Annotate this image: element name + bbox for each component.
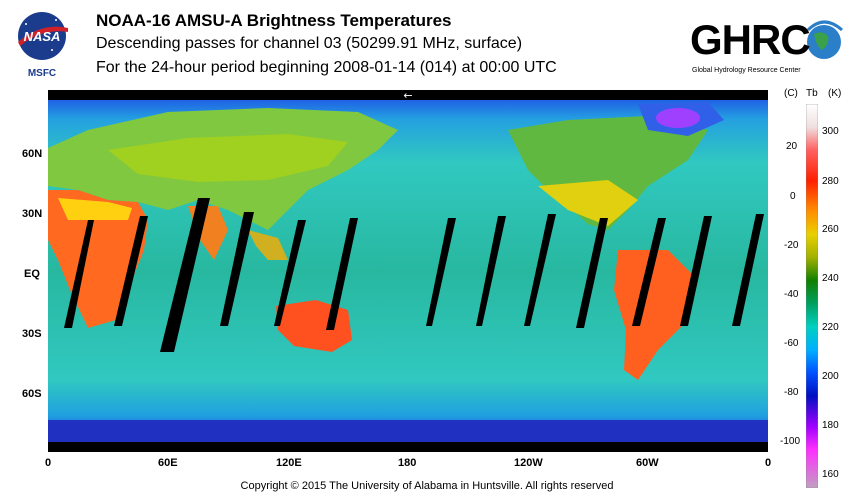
- colorbar-kelvin-tick-180: 180: [822, 420, 839, 431]
- lon-label-60w: 60W: [636, 457, 659, 469]
- colorbar-kelvin-tick-300: 300: [822, 126, 839, 137]
- lat-label-30s: 30S: [22, 328, 42, 340]
- copyright-notice: Copyright © 2015 The University of Alaba…: [240, 480, 614, 492]
- page-title: NOAA-16 AMSU-A Brightness Temperatures: [96, 11, 452, 30]
- lon-label-120e: 120E: [276, 457, 302, 469]
- lat-label-60s: 60S: [22, 388, 42, 400]
- colorbar: [805, 103, 819, 489]
- ghrc-logo: GHRC Global Hydrology Resource Center: [688, 10, 850, 78]
- nasa-logo: NASA MSFC: [12, 8, 74, 79]
- colorbar-title: Tb: [806, 88, 818, 99]
- colorbar-celsius-tick-m20: -20: [784, 240, 799, 251]
- lon-label-0-right: 0: [765, 457, 772, 469]
- lat-label-30n: 30N: [22, 208, 43, 220]
- ghrc-logo-text: GHRC: [690, 16, 810, 63]
- colorbar-kelvin-tick-240: 240: [822, 273, 839, 284]
- subtitle-channel: Descending passes for channel 03 (50299.…: [96, 35, 523, 52]
- nasa-logo-sub: MSFC: [28, 68, 56, 78]
- lon-label-180: 180: [398, 457, 417, 469]
- title-block: NOAA-16 AMSU-A Brightness Temperatures D…: [96, 10, 557, 80]
- lat-label-eq: EQ: [24, 268, 40, 280]
- colorbar-kelvin-tick-260: 260: [822, 224, 839, 235]
- ghrc-logo-sub: Global Hydrology Resource Center: [692, 67, 801, 74]
- colorbar-celsius-tick-m60: -60: [784, 338, 799, 349]
- subtitle-period: For the 24-hour period beginning 2008-01…: [96, 59, 557, 76]
- colorbar-celsius-tick-20: 20: [786, 141, 798, 152]
- colorbar-celsius-tick-0: 0: [790, 191, 796, 202]
- map-bottom-bar: [48, 442, 768, 452]
- colorbar-unit-c: (C): [784, 88, 798, 99]
- colorbar-kelvin-tick-200: 200: [822, 371, 839, 382]
- lon-label-120w: 120W: [514, 457, 543, 469]
- nasa-logo-text: NASA: [24, 29, 61, 44]
- colorbar-celsius-tick-m80: -80: [784, 387, 799, 398]
- lon-label-60e: 60E: [158, 457, 178, 469]
- lat-label-60n: 60N: [22, 148, 43, 160]
- lon-label-0-left: 0: [45, 457, 52, 469]
- brightness-temperature-map: ←: [44, 89, 772, 452]
- map-top-bar: [48, 90, 768, 100]
- colorbar-kelvin-tick-160: 160: [822, 469, 839, 480]
- colorbar-kelvin-tick-220: 220: [822, 322, 839, 333]
- swath-gaps: [64, 198, 764, 352]
- direction-arrow: ←: [403, 90, 412, 102]
- colorbar-unit-k: (K): [828, 88, 842, 99]
- colorbar-celsius-tick-m40: -40: [784, 289, 799, 300]
- colorbar-celsius-tick-m100: -100: [780, 436, 801, 447]
- colorbar-kelvin-tick-280: 280: [822, 176, 839, 187]
